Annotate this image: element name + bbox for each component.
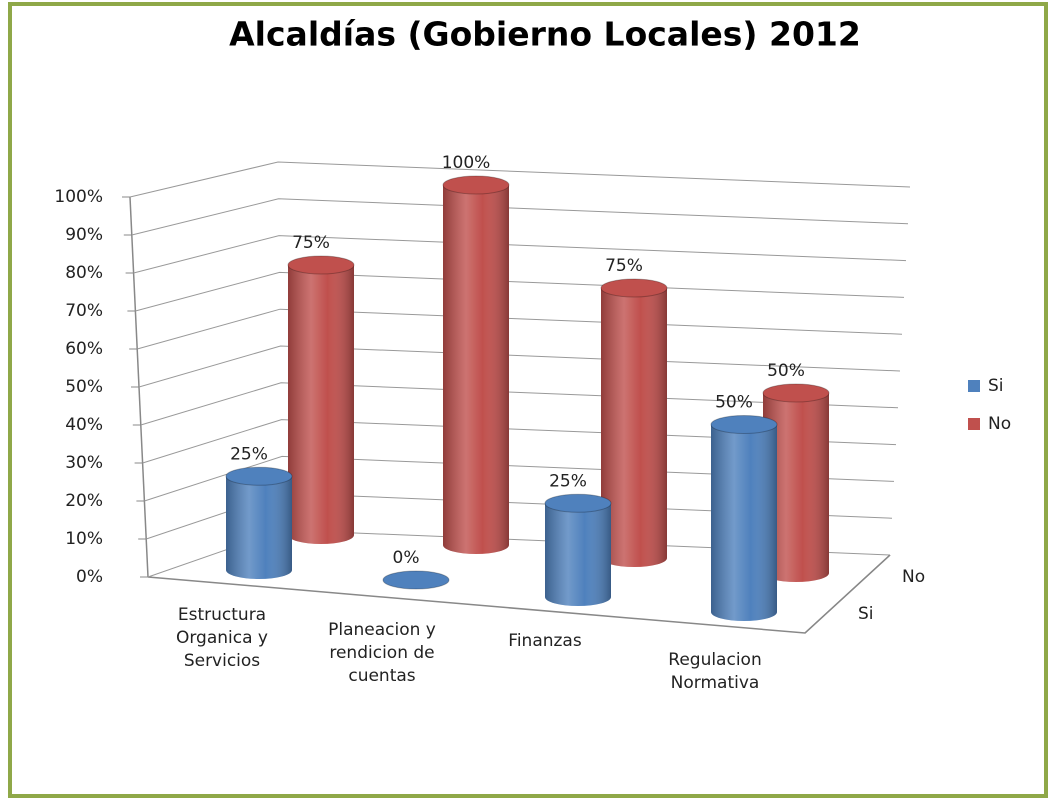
bar-top: [225, 466, 293, 486]
y-tick-label: 30%: [65, 453, 103, 473]
depth-label: Si: [858, 604, 874, 624]
legend-swatch: [968, 380, 980, 392]
value-label: 50%: [767, 361, 805, 381]
grid-line: [138, 345, 901, 388]
bar-shade: [545, 503, 611, 606]
depth-label: No: [902, 567, 925, 587]
bar-top: [287, 255, 355, 275]
chart-title: Alcaldías (Gobierno Locales) 2012: [229, 15, 861, 54]
bar-shade: [288, 265, 354, 544]
x-tick-label: Planeacion y rendicion de cuentas: [328, 620, 436, 686]
value-label: 50%: [715, 393, 753, 413]
bar-top: [442, 175, 510, 195]
grid-line: [140, 382, 899, 426]
y-tick-label: 100%: [54, 187, 103, 207]
bar-top: [762, 383, 830, 403]
y-tick-label: 90%: [65, 225, 103, 245]
bar-shade: [226, 476, 292, 579]
value-label: 100%: [442, 153, 491, 173]
bar-shade: [763, 393, 829, 582]
y-tick-label: 80%: [65, 263, 103, 283]
grid-line: [144, 455, 895, 502]
grid-line: [131, 198, 909, 236]
grid-line: [135, 271, 905, 312]
bar-top: [600, 278, 668, 298]
value-label: 0%: [393, 548, 420, 568]
y-tick-label: 60%: [65, 339, 103, 359]
bar-top: [382, 570, 450, 590]
bar-top: [544, 493, 612, 513]
grid-line: [142, 419, 897, 464]
value-label: 25%: [549, 471, 587, 491]
legend-label: Si: [988, 376, 1004, 396]
bar-shade: [443, 185, 509, 554]
y-tick-label: 70%: [65, 301, 103, 321]
legend-swatch: [968, 418, 980, 430]
depth-axis: [804, 554, 891, 634]
frame: [8, 2, 1048, 798]
y-tick-label: 20%: [65, 491, 103, 511]
legend-label: No: [988, 414, 1011, 434]
y-tick-label: 40%: [65, 415, 103, 435]
value-label: 25%: [230, 444, 268, 464]
x-tick-label: Finanzas: [508, 631, 582, 651]
bar-shade: [601, 288, 667, 567]
grid-line: [137, 308, 903, 350]
y-tick-label: 0%: [76, 567, 103, 587]
y-tick-label: 10%: [65, 529, 103, 549]
value-label: 75%: [605, 256, 643, 276]
x-tick-label: Estructura Organica y Servicios: [175, 605, 268, 671]
grid-line: [129, 161, 911, 198]
bar-top: [710, 415, 778, 434]
grid-line: [133, 235, 907, 274]
y-tick-label: 50%: [65, 377, 103, 397]
bar-shade: [711, 424, 777, 621]
x-tick-label: Regulacion Normativa: [668, 650, 762, 693]
value-label: 75%: [292, 233, 330, 253]
